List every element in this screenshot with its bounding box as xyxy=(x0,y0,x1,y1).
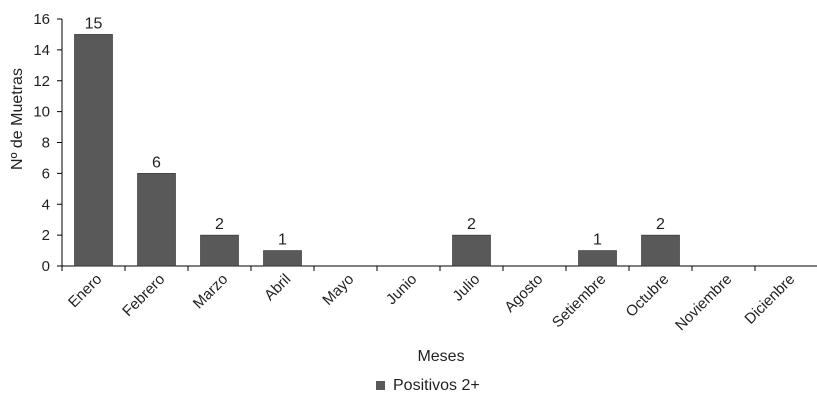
bar-julio xyxy=(452,234,491,267)
y-tick-label: 4 xyxy=(42,196,50,213)
y-tick-label: 10 xyxy=(33,104,50,121)
x-tick-label: Agosto xyxy=(501,271,546,316)
y-tick-label: 16 xyxy=(33,11,50,28)
legend-swatch xyxy=(376,381,385,390)
legend-label: Positivos 2+ xyxy=(393,377,480,394)
data-label: 1 xyxy=(593,232,602,249)
x-tick-label: Enero xyxy=(65,271,105,311)
y-tick-label: 0 xyxy=(42,258,50,275)
x-tick-label: Abril xyxy=(261,271,294,304)
bar-octubre xyxy=(641,234,680,267)
y-tick-label: 6 xyxy=(42,165,50,182)
x-axis-title: Meses xyxy=(417,348,464,365)
x-tick-label: Junio xyxy=(383,271,420,308)
bars xyxy=(74,34,680,267)
y-axis-title: Nº de Muetras xyxy=(9,68,26,170)
x-axis: Enero Febrero Marzo Abril Mayo Junio Julio Agos… xyxy=(61,265,817,334)
y-tick-label: 2 xyxy=(42,227,50,244)
data-label: 2 xyxy=(215,216,224,233)
x-tick-label: Febrero xyxy=(119,271,168,320)
bar-febrero xyxy=(137,173,176,267)
data-label: 1 xyxy=(278,232,287,249)
y-tick-label: 12 xyxy=(33,73,50,90)
y-axis: 0 2 4 6 8 10 12 14 16 xyxy=(33,11,63,275)
x-tick-label: Dicienbre xyxy=(741,271,798,328)
x-tick-label: Noviembre xyxy=(672,271,735,334)
x-tick-label: Marzo xyxy=(190,271,231,312)
data-labels: 15 6 2 1 2 1 2 xyxy=(85,15,665,248)
legend: Positivos 2+ xyxy=(376,377,480,394)
y-tick-label: 14 xyxy=(33,42,50,59)
bar-marzo xyxy=(200,234,239,267)
x-tick-label: Setiembre xyxy=(549,271,609,331)
data-label: 2 xyxy=(467,216,476,233)
data-label: 6 xyxy=(152,154,161,171)
x-tick-label: Julio xyxy=(449,271,483,305)
x-tick-label: Mayo xyxy=(319,271,357,309)
data-label: 2 xyxy=(656,216,665,233)
bar-enero xyxy=(74,34,113,267)
data-label: 15 xyxy=(85,15,103,32)
x-tick-label: Octubre xyxy=(623,271,673,321)
bar-abril xyxy=(263,250,302,267)
y-tick-label: 8 xyxy=(42,135,50,152)
bar-setiembre xyxy=(578,250,617,267)
